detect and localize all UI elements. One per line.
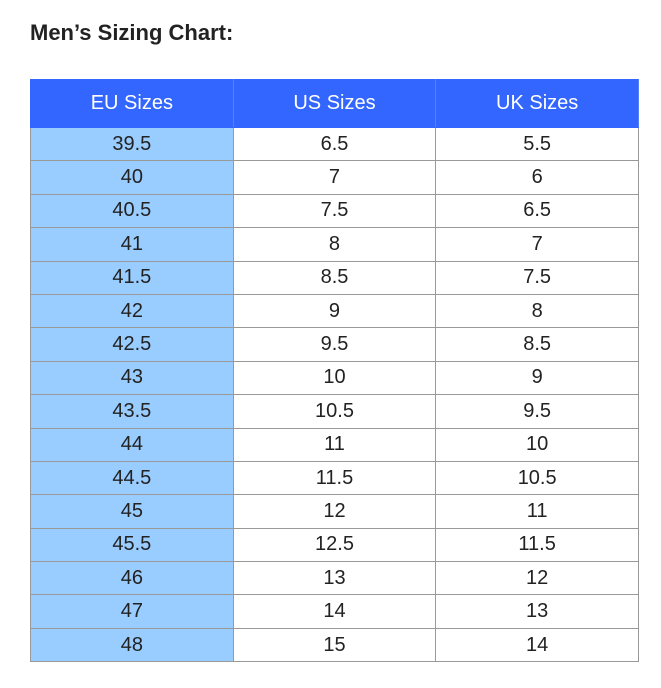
table-row: 44 11 10	[30, 427, 639, 462]
table-cell: 42.5	[30, 327, 234, 362]
table-cell: 14	[435, 627, 639, 663]
table-cell: 7.5	[232, 193, 437, 229]
title: Men’s Sizing Chart:	[30, 20, 234, 45]
table-row: 43.5 10.5 9.5	[30, 394, 639, 429]
table-cell: 11	[232, 427, 437, 462]
table-row: 40 7 6	[30, 160, 639, 195]
column-header: US Sizes	[232, 79, 437, 128]
table-cell: 46	[30, 561, 234, 596]
table-row: 45 12 11	[30, 494, 639, 529]
table-cell: 40.5	[30, 193, 234, 229]
table-row: 44.5 11.5 10.5	[30, 460, 639, 496]
table-cell: 45.5	[30, 527, 234, 563]
table-cell: 11.5	[435, 527, 639, 563]
table-cell: 15	[232, 627, 437, 663]
table-row: 46 13 12	[30, 561, 639, 596]
table-row: 39.5 6.5 5.5	[30, 126, 639, 162]
table-cell: 12.5	[232, 527, 437, 563]
table-cell: 13	[232, 561, 437, 596]
table-cell: 44.5	[30, 460, 234, 496]
table-cell: 9	[232, 293, 437, 329]
table-cell: 11.5	[232, 460, 437, 496]
table-row: 43 10 9	[30, 360, 639, 396]
table-cell: 39.5	[30, 126, 234, 162]
table-cell: 7	[232, 160, 437, 195]
table-cell: 7	[435, 227, 639, 262]
table-cell: 8	[435, 293, 639, 329]
column-header: EU Sizes	[30, 79, 234, 128]
table-cell: 6.5	[435, 193, 639, 229]
table-cell: 48	[30, 627, 234, 663]
size-table: EU Sizes US Sizes UK Sizes 39.5 6.5 5.5 40 7 6 4…	[30, 79, 639, 663]
table-cell: 43	[30, 360, 234, 396]
table-cell: 45	[30, 494, 234, 529]
table-cell: 8.5	[435, 327, 639, 362]
table-cell: 41	[30, 227, 234, 262]
table-cell: 42	[30, 293, 234, 329]
table-cell: 10	[232, 360, 437, 396]
table-cell: 47	[30, 594, 234, 629]
table-cell: 8	[232, 227, 437, 262]
table-cell: 11	[435, 494, 639, 529]
table-row: 45.5 12.5 11.5	[30, 527, 639, 563]
table-row: 41 8 7	[30, 227, 639, 262]
table-cell: 9	[435, 360, 639, 396]
table-row: 42.5 9.5 8.5	[30, 327, 639, 362]
header-row: EU Sizes US Sizes UK Sizes	[30, 79, 639, 128]
table-cell: 9.5	[435, 394, 639, 429]
table-cell: 6.5	[232, 126, 437, 162]
table-cell: 9.5	[232, 327, 437, 362]
table-cell: 8.5	[232, 260, 437, 295]
table-cell: 12	[435, 561, 639, 596]
table-cell: 10.5	[232, 394, 437, 429]
table-cell: 6	[435, 160, 639, 195]
table-cell: 12	[232, 494, 437, 529]
table-row: 42 9 8	[30, 293, 639, 329]
table-cell: 44	[30, 427, 234, 462]
table-body: 39.5 6.5 5.5 40 7 6 40.5 7.5 6.5 41 8 7 41.5 8.5 7.5 42…	[30, 126, 639, 663]
table-cell: 10.5	[435, 460, 639, 496]
table-cell: 41.5	[30, 260, 234, 295]
table-cell: 7.5	[435, 260, 639, 295]
table-cell: 13	[435, 594, 639, 629]
table-header: EU Sizes US Sizes UK Sizes	[30, 79, 639, 128]
table-row: 41.5 8.5 7.5	[30, 260, 639, 295]
table-cell: 10	[435, 427, 639, 462]
table-cell: 40	[30, 160, 234, 195]
column-header: UK Sizes	[435, 79, 639, 128]
table-row: 40.5 7.5 6.5	[30, 193, 639, 229]
table-cell: 5.5	[435, 126, 639, 162]
table-row: 47 14 13	[30, 594, 639, 629]
table-cell: 43.5	[30, 394, 234, 429]
table-row: 48 15 14	[30, 627, 639, 663]
table-cell: 14	[232, 594, 437, 629]
